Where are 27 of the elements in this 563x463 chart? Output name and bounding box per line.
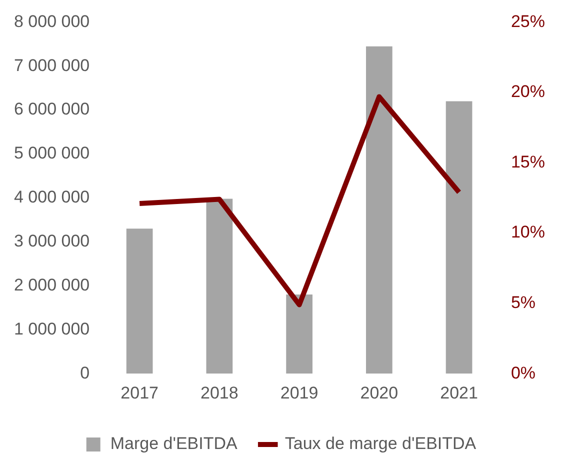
y-tick-label: 5 000 000 — [14, 144, 90, 163]
legend-label: Taux de marge d'EBITDA — [284, 434, 477, 454]
bar — [206, 198, 233, 374]
y-tick-label: 7 000 000 — [14, 56, 90, 75]
bar — [446, 101, 472, 374]
y2-tick-label: 20% — [510, 82, 546, 102]
y2-tick-label: 5% — [510, 293, 536, 312]
y2-tick-label: 25% — [510, 12, 546, 31]
y2-tick-label: 0% — [510, 363, 536, 382]
legend-label: Marge d'EBITDA — [110, 434, 238, 454]
x-tick-label: 2019 — [280, 383, 318, 402]
y-tick-label: 3 000 000 — [14, 232, 90, 251]
bar — [126, 228, 153, 374]
y-tick-label: 6 000 000 — [14, 100, 90, 119]
y-tick-label: 8 000 000 — [14, 12, 90, 31]
bar — [286, 294, 312, 374]
y2-tick-label: 10% — [510, 222, 546, 242]
bar — [366, 46, 392, 374]
y-tick-label: 0 — [80, 363, 90, 382]
x-tick-label: 2017 — [120, 383, 158, 402]
y-tick-label: 4 000 000 — [14, 188, 90, 207]
y-tick-label: 2 000 000 — [14, 275, 90, 294]
y-tick-label: 1 000 000 — [14, 319, 90, 338]
x-tick-label: 2021 — [440, 383, 478, 402]
x-tick-label: 2020 — [360, 383, 398, 402]
y2-tick-label: 15% — [510, 152, 546, 172]
x-tick-label: 2018 — [200, 383, 238, 402]
